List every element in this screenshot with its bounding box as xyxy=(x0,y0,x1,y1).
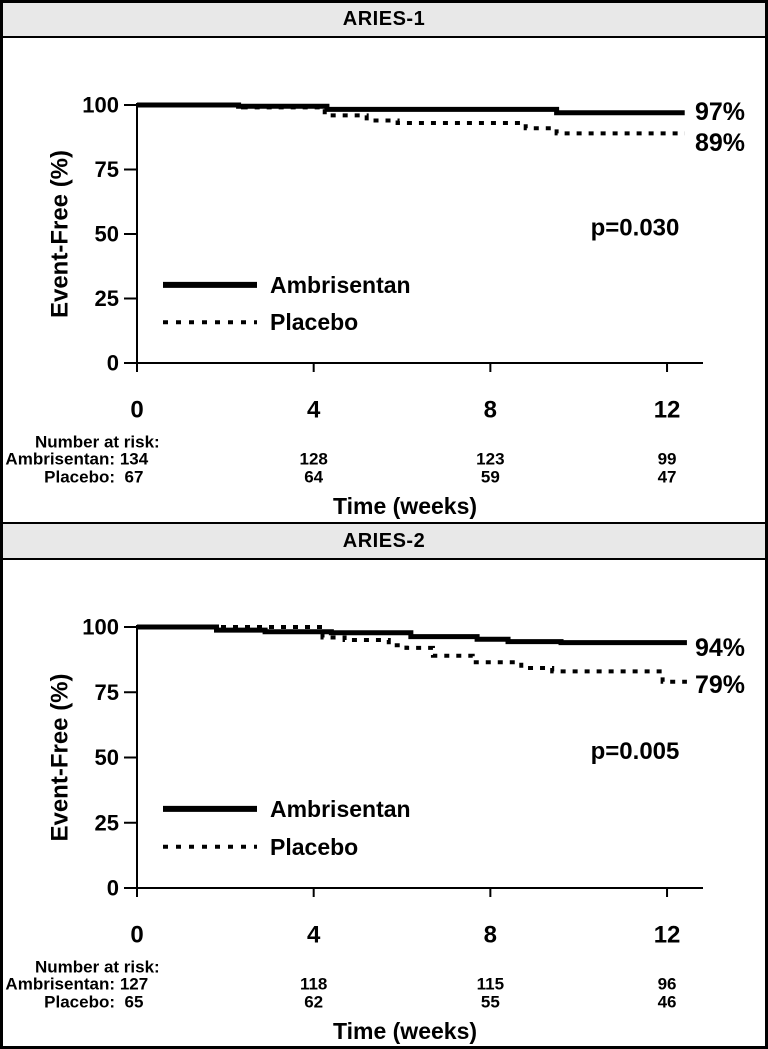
curve-ambrisentan xyxy=(137,624,687,646)
end-label-ambrisentan: 94% xyxy=(695,634,745,662)
y-axis-tick-label: 0 xyxy=(107,876,119,901)
risk-value: 59 xyxy=(481,468,500,487)
p-value-label: p=0.005 xyxy=(591,738,680,765)
legend-label-ambrisentan: Ambrisentan xyxy=(270,272,411,298)
panel-title-aries-1: ARIES-1 xyxy=(3,3,765,38)
risk-row-label: Placebo: xyxy=(44,468,115,487)
panel-title-text: ARIES-2 xyxy=(342,529,426,552)
y-axis-tick-label: 100 xyxy=(82,615,119,640)
y-axis-tick-label: 50 xyxy=(95,222,119,247)
risk-value: 127 xyxy=(120,975,148,994)
x-axis-tick-label: 4 xyxy=(307,922,321,949)
risk-row-label: Placebo: xyxy=(44,993,115,1012)
x-axis-tick-label: 8 xyxy=(484,397,497,424)
y-axis-tick-label: 25 xyxy=(95,810,119,835)
curve-ambrisentan xyxy=(137,102,685,116)
risk-value: 123 xyxy=(476,450,504,469)
y-axis-tick-label: 100 xyxy=(82,93,119,118)
y-axis-tick-label: 25 xyxy=(95,286,119,311)
risk-value: 47 xyxy=(658,468,677,487)
risk-value: 62 xyxy=(304,993,323,1012)
risk-value: 67 xyxy=(125,468,144,487)
aries-1-chart: 0 25 50 75 100 0 4 8 12 Event-Free (%) 97% 89% p=0.0… xyxy=(5,93,745,520)
y-axis-title: Event-Free (%) xyxy=(47,673,74,841)
y-axis-tick-label: 50 xyxy=(95,745,119,770)
legend-label-placebo: Placebo xyxy=(270,309,358,335)
x-axis-tick-label: 8 xyxy=(484,922,497,949)
x-axis-title: Time (weeks) xyxy=(333,493,477,519)
risk-value: 134 xyxy=(120,450,149,469)
x-axis-tick-label: 0 xyxy=(130,397,143,424)
risk-value: 64 xyxy=(304,468,323,487)
end-label-placebo: 89% xyxy=(695,129,745,157)
risk-row-label: Ambrisentan: xyxy=(5,975,115,994)
aries-2-chart: 0 25 50 75 100 0 4 8 12 Event-Free (%) 94% 79% p=0.0… xyxy=(5,615,745,1045)
y-axis-title: Event-Free (%) xyxy=(47,150,74,318)
risk-value: 55 xyxy=(481,993,500,1012)
x-axis-title: Time (weeks) xyxy=(333,1018,477,1044)
risk-value: 65 xyxy=(125,993,144,1012)
risk-value: 96 xyxy=(658,975,677,994)
x-axis-tick-label: 4 xyxy=(307,397,321,424)
p-value-label: p=0.030 xyxy=(591,215,680,242)
x-axis-tick-label: 0 xyxy=(130,922,143,949)
x-axis-tick-label: 12 xyxy=(654,922,681,949)
risk-value: 46 xyxy=(658,993,677,1012)
y-axis-tick-label: 0 xyxy=(107,351,119,376)
x-axis-tick-label: 12 xyxy=(654,397,681,424)
legend-label-placebo: Placebo xyxy=(270,834,358,860)
end-label-ambrisentan: 97% xyxy=(695,98,745,126)
risk-value: 115 xyxy=(477,975,504,994)
panel-title-aries-2: ARIES-2 xyxy=(3,522,765,560)
risk-value: 99 xyxy=(658,450,677,469)
number-at-risk-heading: Number at risk: xyxy=(35,958,160,977)
end-label-placebo: 79% xyxy=(695,671,745,699)
legend-label-ambrisentan: Ambrisentan xyxy=(270,796,411,822)
number-at-risk-heading: Number at risk: xyxy=(35,433,160,452)
curve-placebo xyxy=(137,625,687,684)
risk-value: 118 xyxy=(300,975,327,994)
risk-value: 128 xyxy=(299,450,327,469)
risk-row-label: Ambrisentan: xyxy=(5,450,115,469)
y-axis-tick-label: 75 xyxy=(95,680,119,705)
y-axis-tick-label: 75 xyxy=(95,157,119,182)
panel-title-text: ARIES-1 xyxy=(342,8,426,30)
